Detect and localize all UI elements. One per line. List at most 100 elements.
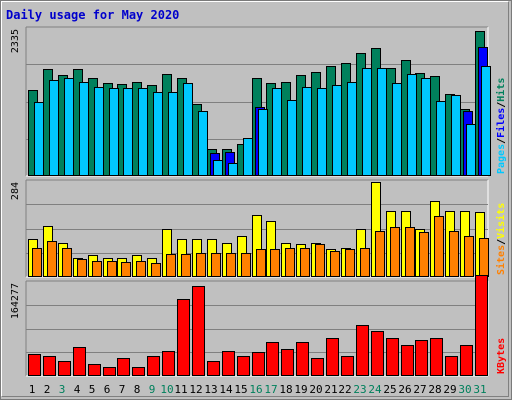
day-label-22: 22: [338, 383, 351, 396]
day-label-7: 7: [119, 383, 126, 396]
bar-sites-15: [241, 253, 251, 277]
bar-sites-13: [211, 253, 221, 277]
bar-kbytes-7: [117, 358, 130, 376]
day-label-18: 18: [279, 383, 292, 396]
day-label-19: 19: [294, 383, 307, 396]
bar-kbytes-5: [88, 364, 101, 376]
day-label-4: 4: [74, 383, 81, 396]
bar-pages-27: [421, 78, 431, 176]
legend-entry: Hits: [495, 78, 507, 102]
day-label-2: 2: [44, 383, 51, 396]
bar-kbytes-12: [192, 286, 205, 376]
bar-pages-18: [287, 100, 297, 176]
bar-sites-14: [226, 253, 236, 277]
bar-sites-21: [330, 251, 340, 277]
day-label-9: 9: [149, 383, 156, 396]
day-label-25: 25: [383, 383, 396, 396]
bar-sites-19: [300, 248, 310, 277]
bar-pages-30: [466, 124, 476, 176]
bar-pages-11: [183, 83, 193, 176]
bar-pages-28: [436, 101, 446, 176]
day-label-31: 31: [473, 383, 486, 396]
bar-sites-31: [479, 238, 489, 277]
bar-pages-29: [451, 95, 461, 176]
day-label-3: 3: [59, 383, 66, 396]
bar-kbytes-22: [341, 356, 354, 376]
bar-pages-23: [362, 68, 372, 176]
legend-visits-sites: Sites/Visits: [495, 203, 507, 275]
bar-kbytes-26: [401, 345, 414, 376]
bar-kbytes-30: [460, 345, 473, 376]
bar-sites-16: [256, 249, 266, 277]
day-label-1: 1: [29, 383, 36, 396]
bar-kbytes-19: [296, 342, 309, 376]
chart-title: Daily usage for May 2020: [6, 8, 180, 22]
max-label-kbytes: 164277: [10, 283, 21, 319]
bar-kbytes-29: [445, 356, 458, 376]
bar-pages-20: [317, 88, 327, 176]
bar-kbytes-16: [252, 352, 265, 376]
legend-kbytes: KBytes: [496, 338, 507, 374]
bar-pages-2: [49, 80, 59, 176]
day-label-26: 26: [398, 383, 411, 396]
bar-pages-31: [481, 66, 491, 176]
max-label-visits-sites: 284: [10, 182, 21, 200]
bar-kbytes-20: [311, 358, 324, 376]
legend-entry: Visits: [495, 203, 507, 239]
day-label-14: 14: [219, 383, 233, 396]
bar-kbytes-4: [73, 347, 86, 376]
legend-hits-files-pages: Pages/Files/Hits: [495, 78, 507, 174]
bar-pages-5: [94, 87, 104, 176]
bar-pages-19: [302, 87, 312, 176]
bar-sites-18: [285, 248, 295, 277]
bar-kbytes-13: [207, 361, 220, 376]
legend-entry: Pages: [496, 144, 507, 174]
bar-sites-9: [151, 263, 161, 277]
day-label-17: 17: [264, 383, 277, 396]
bar-sites-20: [315, 244, 325, 277]
bar-sites-27: [419, 232, 429, 277]
bar-kbytes-10: [162, 351, 175, 376]
bar-kbytes-31: [475, 275, 488, 376]
day-label-24: 24: [368, 383, 382, 396]
max-label-hits-files-pages: 2335: [10, 29, 21, 53]
bar-pages-24: [377, 68, 387, 176]
bar-sites-7: [121, 262, 131, 277]
bar-sites-10: [166, 254, 176, 277]
bar-sites-2: [47, 241, 57, 277]
bar-kbytes-14: [222, 351, 235, 376]
bar-kbytes-2: [43, 356, 56, 376]
bar-sites-25: [390, 227, 400, 277]
day-label-10: 10: [160, 383, 173, 396]
legend-entry: Sites: [495, 245, 507, 275]
day-label-5: 5: [89, 383, 96, 396]
bar-sites-6: [107, 261, 117, 277]
day-label-6: 6: [104, 383, 111, 396]
day-label-13: 13: [204, 383, 217, 396]
bar-pages-25: [392, 83, 402, 176]
bar-kbytes-3: [58, 361, 71, 376]
bar-pages-4: [79, 82, 89, 176]
day-label-16: 16: [249, 383, 262, 396]
bar-sites-8: [136, 261, 146, 277]
bar-pages-3: [64, 78, 74, 176]
bar-kbytes-8: [132, 367, 145, 376]
bar-sites-17: [270, 249, 280, 277]
bar-kbytes-18: [281, 349, 294, 376]
legend-entry: /: [496, 239, 507, 245]
bar-kbytes-6: [103, 367, 116, 376]
day-label-23: 23: [353, 383, 366, 396]
bar-pages-7: [123, 88, 133, 176]
bar-kbytes-15: [237, 356, 250, 376]
bar-pages-22: [347, 82, 357, 176]
bar-kbytes-17: [266, 342, 279, 376]
bar-kbytes-25: [386, 338, 399, 376]
bar-pages-9: [153, 92, 163, 176]
bar-pages-13: [213, 160, 223, 176]
day-label-27: 27: [413, 383, 426, 396]
bar-sites-30: [464, 236, 474, 277]
legend-entry: /: [496, 102, 507, 108]
bar-sites-26: [405, 227, 415, 277]
